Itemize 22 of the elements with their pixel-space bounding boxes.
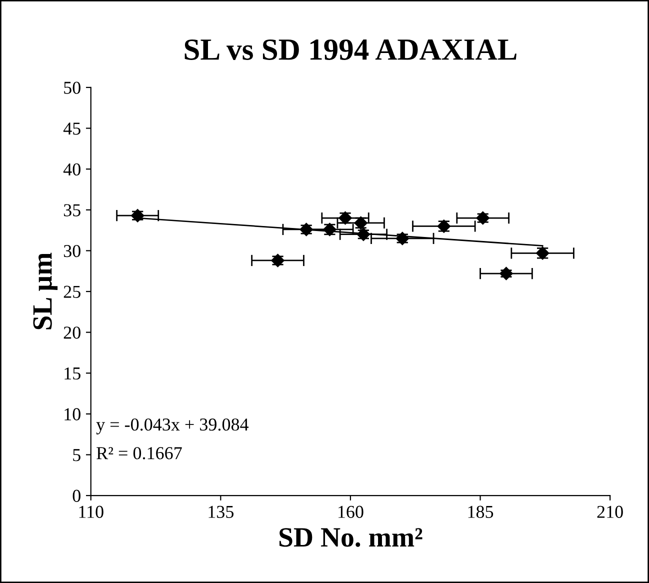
y-tick-label: 35 [64,204,80,216]
chart-title: SL vs SD 1994 ADAXIAL [184,39,516,60]
point [500,266,513,280]
x-tick-label: 110 [79,506,104,518]
x-tick-label: 185 [468,506,494,518]
x-tick-label: 210 [597,506,623,518]
y-tick-label: 50 [64,82,80,94]
y-tick-label: 40 [63,163,80,176]
y-tick-label: 5 [73,449,80,462]
y-tick-label: 30 [64,244,80,258]
y-tick-label: 10 [64,408,80,420]
x-tick-label: 160 [338,506,364,518]
annotation: y = -0.043x + 39.084 [96,418,249,434]
y-tick-label: 0 [72,490,80,502]
annotation: R² = 0.1667 [96,447,182,460]
y-tick-label: 25 [64,286,80,298]
y-tick-label: 20 [64,326,80,339]
x-axis-title: SD No. mm² [279,528,422,547]
y-tick-label: 15 [64,367,80,380]
y-tick-label: 45 [63,122,80,135]
y-axis-title: SL µm [33,252,58,330]
x-tick-label: 135 [208,506,234,518]
